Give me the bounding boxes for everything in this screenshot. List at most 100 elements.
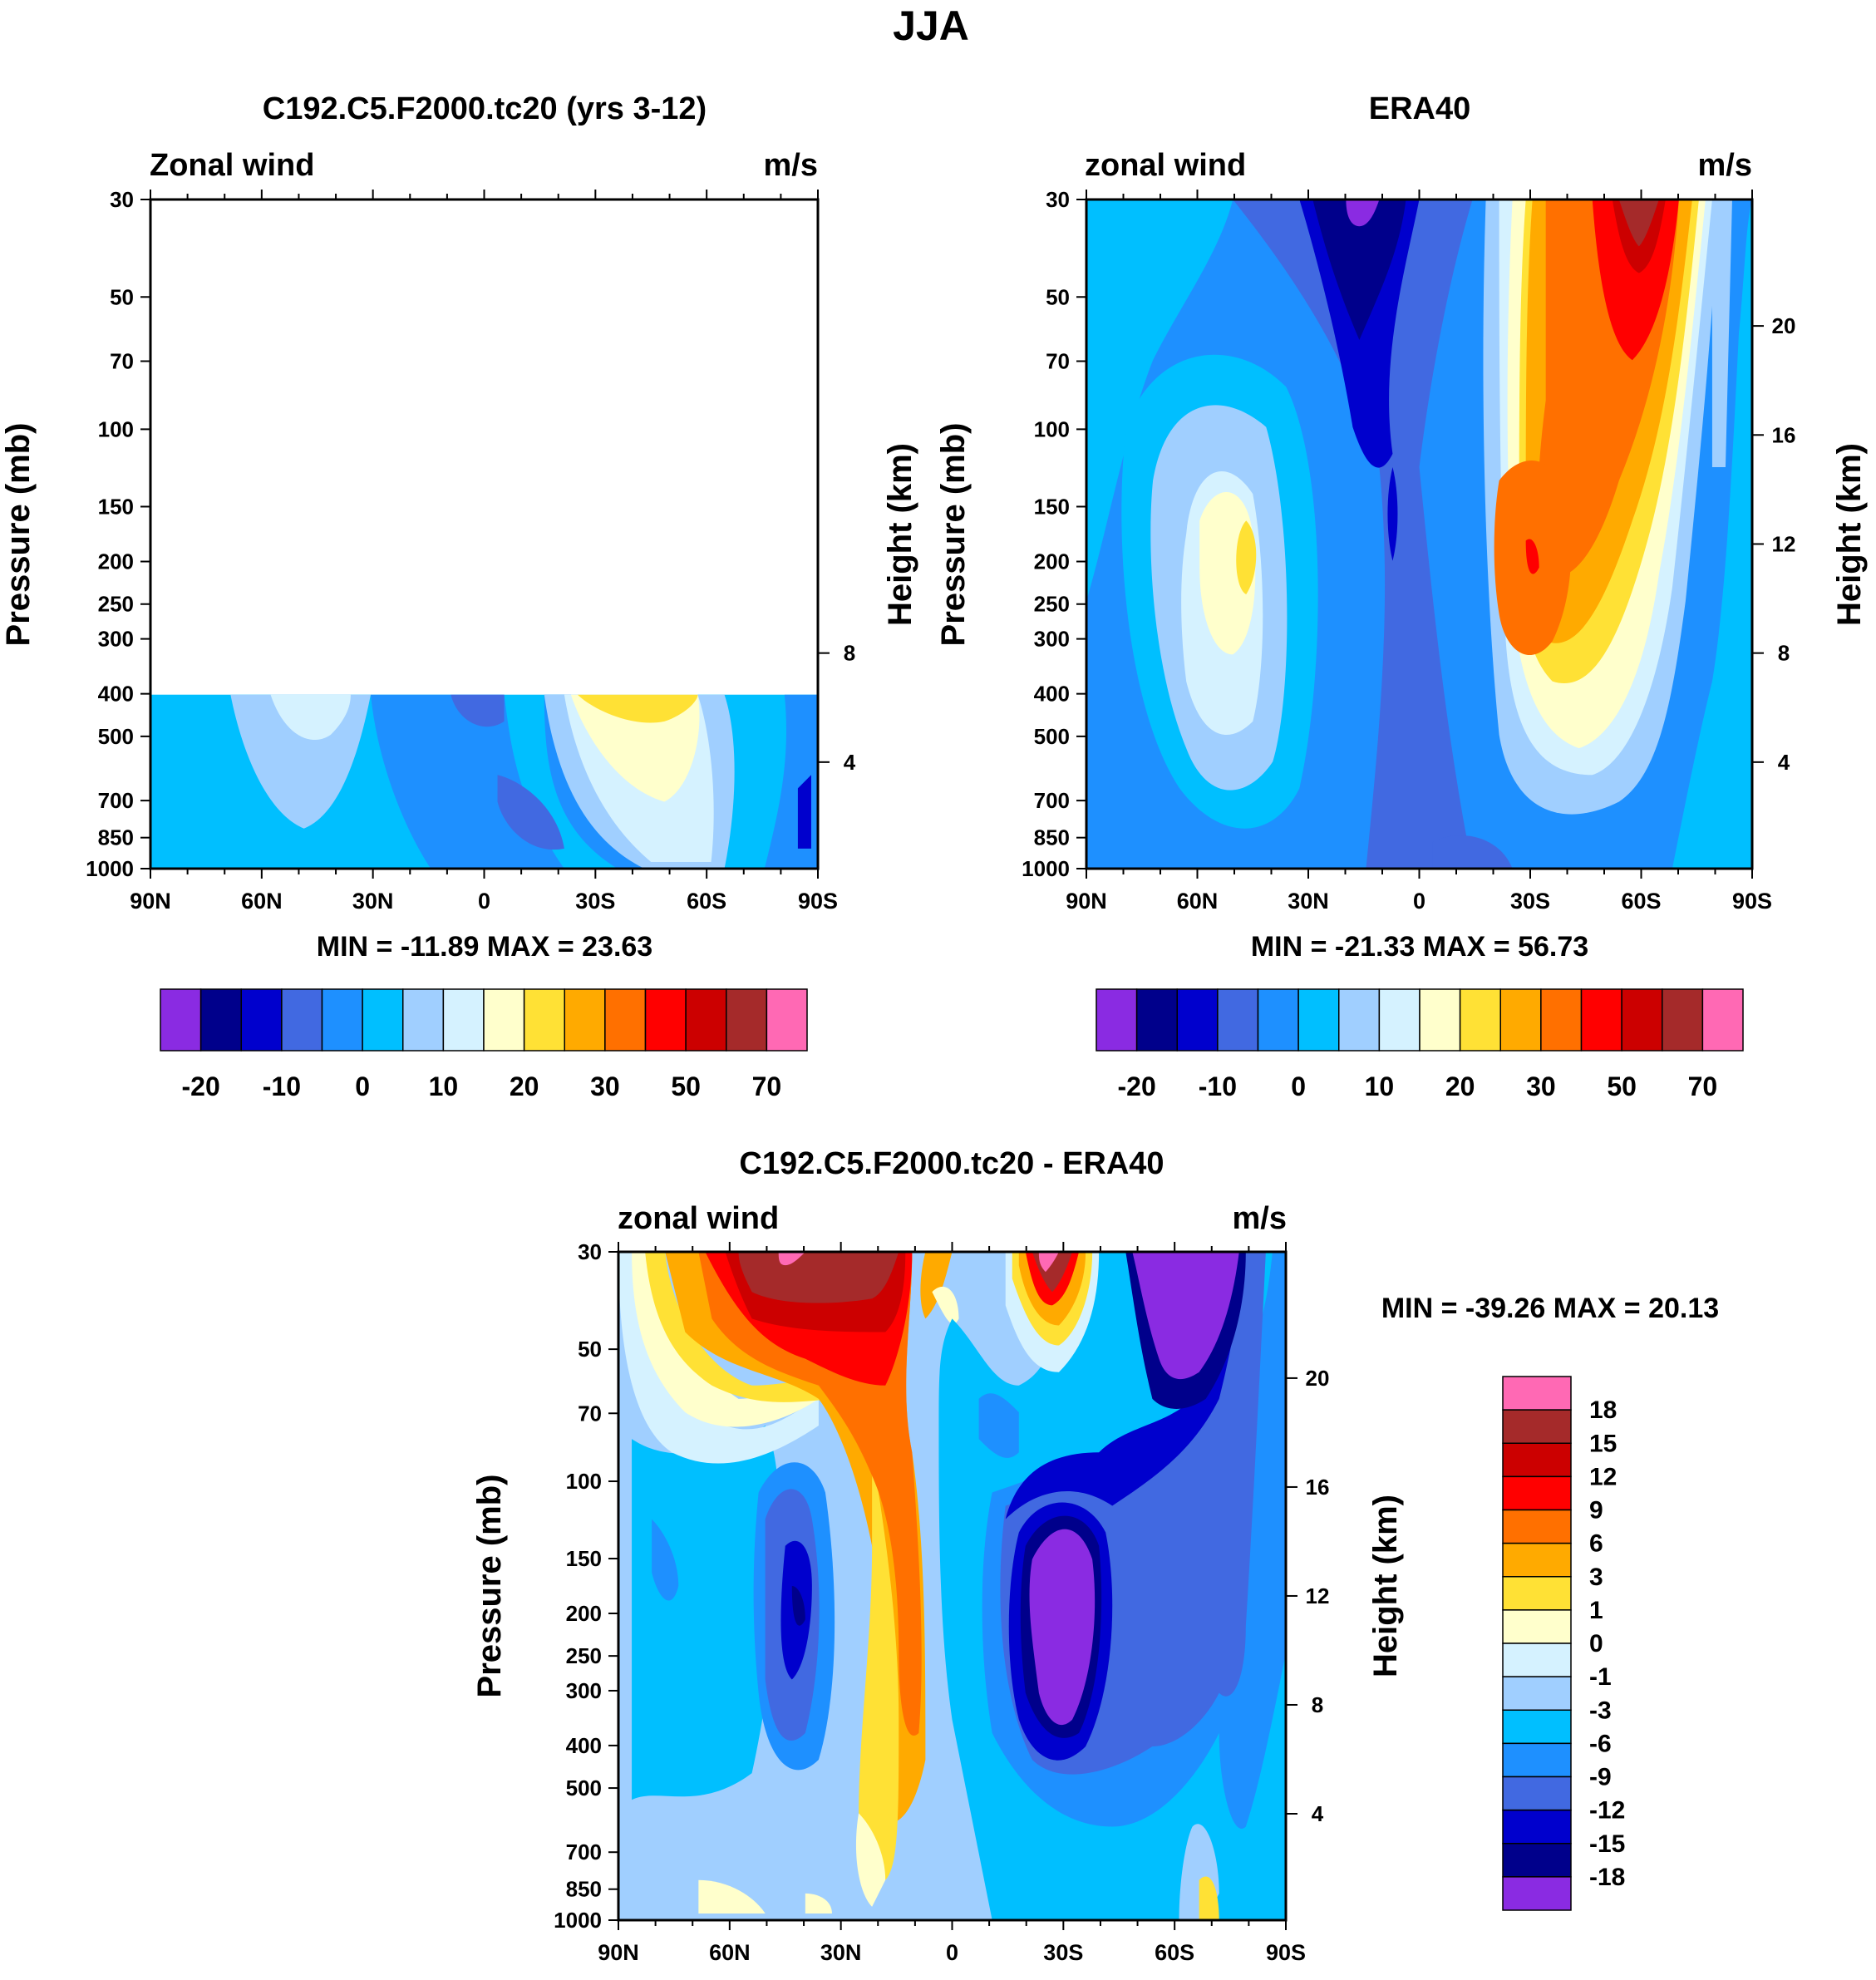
colorbar-swatch bbox=[1502, 1742, 1572, 1778]
panel-obs-colorbar: -20 -10 0 10 20 30 50 70 bbox=[1096, 988, 1744, 1101]
colorbar-label: 30 bbox=[590, 1071, 620, 1101]
colorbar-label: -12 bbox=[1589, 1797, 1625, 1825]
y-tick-label: 70 bbox=[578, 1401, 602, 1426]
y-tick-label: 300 bbox=[98, 627, 134, 652]
colorbar-label: 20 bbox=[1445, 1071, 1475, 1101]
colorbar-swatch bbox=[160, 988, 202, 1052]
diff-dodger-south bbox=[978, 1393, 1019, 1458]
colorbar-swatch bbox=[1580, 988, 1622, 1052]
panel-model-colorbar: -20 -10 0 10 20 30 50 70 bbox=[160, 988, 808, 1101]
colorbar-swatch bbox=[483, 988, 525, 1052]
colorbar-label: -9 bbox=[1589, 1764, 1612, 1791]
diff-dodger-west bbox=[652, 1519, 679, 1601]
y-tick-label: 1000 bbox=[1022, 856, 1070, 881]
x-tick-label: 0 bbox=[1413, 889, 1425, 914]
panel-diff-title: C192.C5.F2000.tc20 - ERA40 bbox=[739, 1146, 1164, 1181]
panel-model-missing-mask bbox=[150, 199, 818, 692]
y-tick-label: 700 bbox=[98, 788, 134, 813]
panel-diff-colorbar: 18 15 12 9 6 3 1 0 -1 -3 -6 -9 -12 -15 -18 bbox=[1502, 1376, 1625, 1911]
colorbar-label: 1 bbox=[1589, 1597, 1603, 1624]
colorbar-label: 6 bbox=[1589, 1530, 1603, 1558]
x-tick-label: 90S bbox=[1732, 889, 1772, 914]
colorbar-swatch bbox=[1502, 1709, 1572, 1745]
y-tick-label: 300 bbox=[566, 1678, 602, 1703]
band-20-25 bbox=[577, 694, 698, 723]
obs-royal-blue bbox=[1233, 199, 1473, 869]
colorbar-label: 70 bbox=[752, 1071, 782, 1101]
panel-model-variable-label: Zonal wind bbox=[150, 148, 314, 183]
y2-tick-label: 4 bbox=[1312, 1801, 1324, 1826]
colorbar-swatch bbox=[1502, 1376, 1572, 1411]
y-tick-label: 700 bbox=[566, 1840, 602, 1864]
colorbar-swatch bbox=[1499, 988, 1542, 1052]
colorbar-swatch bbox=[1217, 988, 1259, 1052]
colorbar-label: 10 bbox=[429, 1071, 459, 1101]
y2-tick-label: 16 bbox=[1306, 1475, 1330, 1500]
panel-diff-plot bbox=[618, 1252, 1286, 1920]
y-tick-label: 850 bbox=[566, 1877, 602, 1902]
obs-cyan-north bbox=[1086, 199, 1233, 601]
colorbar-swatch bbox=[1621, 988, 1663, 1052]
panel-obs-stats: MIN = -21.33 MAX = 56.73 bbox=[1251, 931, 1588, 963]
colorbar-swatch bbox=[726, 988, 768, 1052]
colorbar-label: 70 bbox=[1688, 1071, 1718, 1101]
y-tick-label: 70 bbox=[1046, 349, 1070, 374]
y-tick-label: 30 bbox=[1046, 187, 1070, 212]
colorbar-label: -10 bbox=[1199, 1071, 1237, 1101]
panel-model-plot bbox=[150, 694, 818, 869]
band-minus15-minus10-a bbox=[451, 694, 505, 727]
panel-obs-ylabel: Pressure (mb) bbox=[935, 423, 972, 647]
y-tick-label: 400 bbox=[1034, 682, 1070, 707]
colorbar-swatch bbox=[1502, 1442, 1572, 1478]
panel-obs-units-label: m/s bbox=[1698, 148, 1752, 183]
y2-tick-label: 8 bbox=[844, 641, 855, 666]
diff-pale-eq bbox=[932, 1286, 959, 1324]
colorbar-swatch bbox=[1297, 988, 1340, 1052]
y-tick-label: 50 bbox=[110, 284, 134, 309]
colorbar-swatch bbox=[766, 988, 808, 1052]
colorbar-swatch bbox=[1540, 988, 1583, 1052]
colorbar-label: 0 bbox=[1291, 1071, 1306, 1101]
x-tick-label: 0 bbox=[946, 1940, 958, 1965]
colorbar-swatch bbox=[199, 988, 242, 1052]
colorbar-swatch bbox=[1378, 988, 1421, 1052]
y-tick-label: 250 bbox=[566, 1643, 602, 1668]
colorbar-label: -10 bbox=[263, 1071, 301, 1101]
diff-pale-yellow-west bbox=[632, 1252, 819, 1427]
y2-tick-label: 20 bbox=[1772, 313, 1796, 338]
colorbar-swatch bbox=[644, 988, 687, 1052]
panel-obs-title: ERA40 bbox=[1369, 91, 1471, 126]
panel-obs: ERA40 zonal wind m/s bbox=[935, 91, 1868, 1101]
y-tick-label: 250 bbox=[1034, 592, 1070, 617]
colorbar-swatch bbox=[1419, 988, 1461, 1052]
diff-pale-yellow-band bbox=[855, 1813, 886, 1907]
y-tick-label: 500 bbox=[566, 1776, 602, 1800]
panel-model: C192.C5.F2000.tc20 (yrs 3-12) Zonal wind… bbox=[0, 91, 918, 1101]
y-tick-label: 250 bbox=[98, 592, 134, 617]
obs-cyan-south bbox=[1465, 199, 1752, 869]
y2-tick-label: 8 bbox=[1778, 641, 1790, 666]
y-tick-label: 200 bbox=[98, 549, 134, 574]
x-tick-label: 60S bbox=[687, 889, 726, 914]
colorbar-swatch bbox=[1502, 1676, 1572, 1711]
x-tick-label: 30S bbox=[1510, 889, 1550, 914]
y-tick-label: 200 bbox=[1034, 549, 1070, 574]
y2-tick-label: 4 bbox=[1778, 750, 1790, 775]
y-tick-label: 30 bbox=[110, 187, 134, 212]
diff-cyan-west bbox=[632, 1426, 780, 1800]
colorbar-label: -20 bbox=[1118, 1071, 1156, 1101]
x-tick-label: 90N bbox=[1066, 889, 1107, 914]
panel-model-units-label: m/s bbox=[764, 148, 818, 183]
colorbar-swatch bbox=[1502, 1542, 1572, 1578]
colorbar-swatch bbox=[1662, 988, 1704, 1052]
obs-dark-blue bbox=[1312, 199, 1406, 341]
panel-obs-plot bbox=[1086, 199, 1752, 869]
x-tick-label: 30N bbox=[820, 1940, 862, 1965]
colorbar-swatch bbox=[402, 988, 445, 1052]
colorbar-label: -20 bbox=[182, 1071, 220, 1101]
diff-pale-yellow-south-a bbox=[805, 1893, 832, 1914]
panel-diff-ylabel: Pressure (mb) bbox=[471, 1475, 508, 1698]
band-minus15-minus10-b bbox=[497, 775, 564, 850]
panel-obs-y2label: Height (km) bbox=[1831, 443, 1868, 626]
